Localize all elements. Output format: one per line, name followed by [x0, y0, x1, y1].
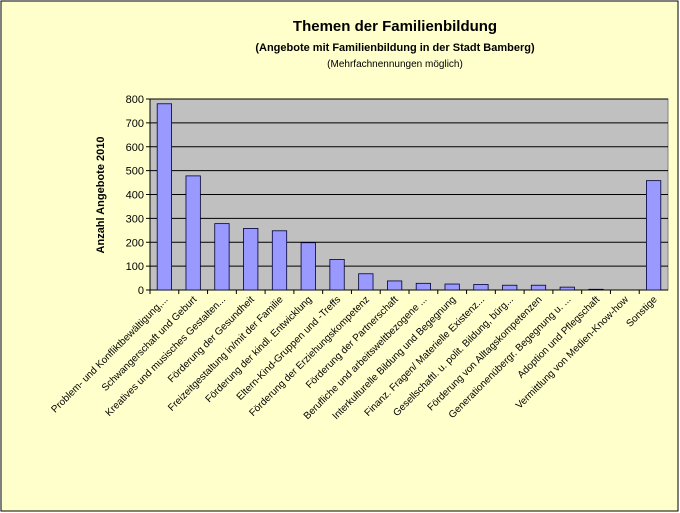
y-tick-label: 800 [126, 94, 144, 106]
chart-note: (Mehrfachnennungen möglich) [327, 59, 463, 70]
y-tick-label: 100 [126, 261, 144, 273]
y-tick-label: 500 [126, 166, 144, 178]
y-tick-label: 300 [126, 213, 144, 225]
bar [329, 259, 345, 291]
chart-subtitle: (Angebote mit Familienbildung in der Sta… [255, 42, 535, 54]
y-tick-label: 0 [138, 285, 144, 297]
bar [156, 103, 172, 291]
bar [243, 228, 259, 291]
y-tick-label: 600 [126, 142, 144, 154]
bar [387, 280, 403, 291]
bar [300, 242, 316, 291]
y-tick-label: 400 [126, 190, 144, 202]
y-tick-label: 200 [126, 237, 144, 249]
y-axis-title: Anzahl Angebote 2010 [95, 137, 107, 254]
bar [646, 180, 662, 291]
bar [502, 284, 518, 291]
bar [444, 283, 460, 291]
bar [588, 288, 604, 291]
bar [473, 284, 489, 291]
bar [415, 282, 431, 291]
bar [271, 230, 288, 291]
y-tick-label: 700 [126, 118, 144, 130]
bar [559, 286, 575, 291]
bar [530, 284, 547, 291]
bar [214, 223, 230, 291]
bar [358, 273, 374, 291]
bar [185, 175, 201, 291]
chart-title: Themen der Familienbildung [293, 18, 497, 35]
